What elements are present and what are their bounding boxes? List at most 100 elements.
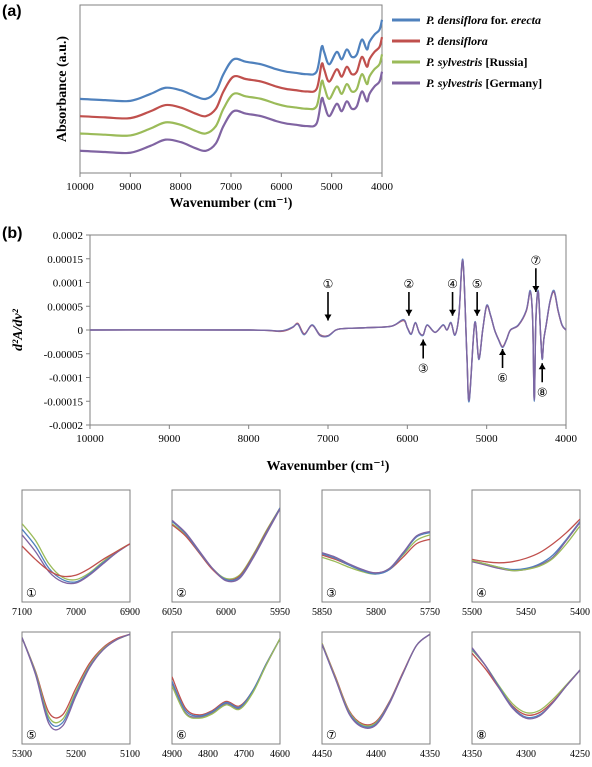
series-line <box>22 633 130 731</box>
legend-entry-part: for. <box>488 13 511 27</box>
inset-lines <box>22 633 130 731</box>
series-line <box>89 259 567 402</box>
inset-frame <box>471 631 581 745</box>
legend-entry: P. densiflora <box>426 34 488 48</box>
series-line <box>322 633 430 728</box>
inset-marker-label: ① <box>26 586 37 600</box>
inset-marker-label: ⑧ <box>476 728 487 742</box>
annotation-arrowhead <box>538 363 546 370</box>
y-tick-label: 0.0001 <box>53 278 83 290</box>
annotation-arrowhead <box>419 339 427 346</box>
panel-b-label: (b) <box>2 225 22 242</box>
inset-x-tick-label: 5500 <box>462 607 482 618</box>
y-tick-label: 0.0002 <box>53 230 83 242</box>
inset-x-tick-label: 5950 <box>270 607 290 618</box>
inset-lines <box>322 530 430 575</box>
inset-chart: 6050 6000 5950 ② <box>162 489 290 618</box>
series-line <box>322 538 430 574</box>
inset-lines <box>472 518 580 572</box>
x-tick-label: 4000 <box>555 433 578 445</box>
panel-a-chart: 10000 9000 8000 7000 6000 5000 4000 P. densiflo… <box>55 4 542 211</box>
x-tick-label: 6000 <box>270 181 293 193</box>
x-tick-label: 7000 <box>317 433 340 445</box>
series-line <box>22 534 130 585</box>
x-tick-label: 9000 <box>119 181 142 193</box>
inset-x-tick-label: 4800 <box>198 749 218 760</box>
inset-x-tick-label: 4900 <box>162 749 182 760</box>
x-tick-label: 6000 <box>396 433 419 445</box>
inset-x-tick-label: 4300 <box>516 749 536 760</box>
series-line <box>79 19 384 103</box>
inset-chart: 4350 4300 4250 ⑧ <box>462 631 590 760</box>
legend-entry-part: [Germany] <box>482 76 542 90</box>
series-line <box>322 633 430 727</box>
y-tick-label: 0 <box>78 325 84 337</box>
series-line <box>472 518 580 564</box>
inset-chart: 7100 7000 6900 ① <box>12 489 140 618</box>
annotation-label: ⑧ <box>537 385 548 399</box>
y-tick-label: -0.00015 <box>44 396 84 408</box>
inset-frame <box>471 489 581 603</box>
annotation-arrowhead <box>324 314 332 321</box>
series-line <box>472 648 580 719</box>
series-line <box>322 530 430 574</box>
annotation-label: ③ <box>418 362 429 376</box>
inset-x-tick-label: 5800 <box>366 607 386 618</box>
series-line <box>472 649 580 714</box>
x-tick-label: 10000 <box>66 181 94 193</box>
annotation-label: ⑤ <box>472 277 483 291</box>
legend-entry: P. sylvestris [Russia] <box>426 55 527 69</box>
x-tick-label: 5000 <box>476 433 499 445</box>
legend-entry-part: P. sylvestris <box>426 55 483 69</box>
y-tick-label: -0.0001 <box>49 373 83 385</box>
legend-entry: P. sylvestris [Germany] <box>426 76 542 90</box>
x-tick-label: 9000 <box>158 433 181 445</box>
legend-entry: P. densiflora for. erecta <box>426 13 541 27</box>
inset-chart: 5850 5800 5750 ③ <box>312 489 440 618</box>
inset-chart: 4450 4400 4350 ⑦ <box>312 631 440 760</box>
series-line <box>22 543 130 578</box>
inset-frame <box>171 489 281 603</box>
inset-frame <box>321 489 431 603</box>
inset-x-tick-label: 4700 <box>234 749 254 760</box>
series-line <box>79 71 384 155</box>
x-tick-label: 8000 <box>170 181 193 193</box>
inset-x-tick-label: 6050 <box>162 607 182 618</box>
y-tick-label: -0.0002 <box>49 420 83 432</box>
series-line <box>172 507 280 581</box>
inset-frame <box>21 631 131 745</box>
inset-chart: 5500 5450 5400 ④ <box>462 489 590 618</box>
inset-marker-label: ⑥ <box>176 728 187 742</box>
annotation-label: ④ <box>447 277 458 291</box>
inset-lines <box>322 633 430 729</box>
annotation-arrowhead <box>405 309 413 316</box>
inset-marker-label: ⑤ <box>26 728 37 742</box>
inset-marker-label: ③ <box>326 586 337 600</box>
inset-chart: 4900 4800 4700 4600 ⑥ <box>162 631 290 760</box>
inset-frame <box>171 631 281 745</box>
y-tick-label: 0.00015 <box>47 254 83 266</box>
series-line <box>172 507 280 580</box>
plot-frame <box>79 4 383 174</box>
annotation-label: ② <box>404 277 415 291</box>
series-line <box>22 633 130 719</box>
legend-entry-part: [Russia] <box>482 55 527 69</box>
inset-x-tick-label: 5200 <box>66 749 86 760</box>
inset-x-tick-label: 4350 <box>462 749 482 760</box>
inset-lines <box>22 523 130 585</box>
annotation-label: ⑦ <box>530 253 541 267</box>
series-line <box>472 647 580 720</box>
inset-x-tick-label: 4600 <box>270 749 290 760</box>
inset-x-tick-label: 6000 <box>216 607 236 618</box>
y-axis-title: d²A/dν² <box>11 308 26 351</box>
x-tick-label: 7000 <box>220 181 243 193</box>
series-line <box>472 525 580 572</box>
inset-lines <box>472 647 580 720</box>
y-tick-label: 0.00005 <box>47 301 83 313</box>
inset-x-tick-label: 4350 <box>420 749 440 760</box>
x-axis-title: Wavenumber (cm⁻¹) <box>267 459 390 474</box>
inset-marker-label: ④ <box>476 586 487 600</box>
series-line <box>172 638 280 719</box>
